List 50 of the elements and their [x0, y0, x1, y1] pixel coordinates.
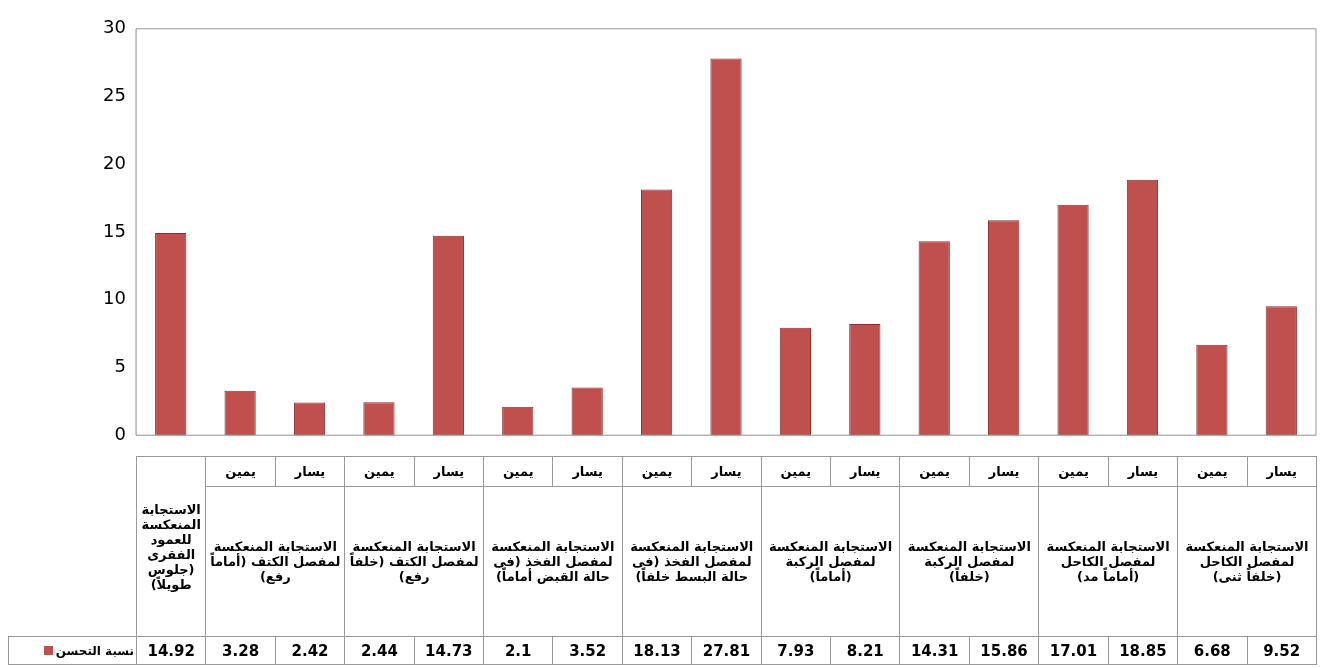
data-label: 3.52: [552, 636, 623, 665]
data-label: 14.92: [136, 636, 206, 665]
x-tick-label: يسار: [969, 456, 1039, 487]
x-tick-label: يسار: [414, 456, 484, 487]
x-tick-label: يمين: [344, 456, 415, 487]
legend-label: نسبة التحسن: [55, 643, 134, 658]
data-label: 9.52: [1247, 636, 1317, 665]
data-label: 2.1: [483, 636, 553, 665]
data-label: 18.13: [622, 636, 692, 665]
x-tick-label: يمين: [1038, 456, 1109, 487]
x-tick-label: يسار: [552, 456, 623, 487]
data-label: 8.21: [830, 636, 900, 665]
text: الاستجابة المنعكسة لمفصل الفخذ (فى حالة البسط خلفاً): [622, 486, 762, 637]
y-tick-label: 25: [103, 84, 126, 106]
text: الاستجابة المنعكسة لمفصل الكتف (أماماً رفع): [205, 486, 345, 637]
data-label: 7.93: [761, 636, 831, 665]
y-tick-label: 15: [103, 219, 126, 241]
data-label: 2.42: [275, 636, 345, 665]
data-label: 15.86: [969, 636, 1039, 665]
x-tick-label: يسار: [830, 456, 900, 487]
x-tick-label: يمين: [483, 456, 553, 487]
y-tick-label: 10: [103, 287, 126, 309]
y-tick-label: 30: [103, 16, 126, 38]
data-label: 18.85: [1108, 636, 1178, 665]
x-tick-label: يمين: [622, 456, 692, 487]
x-tick-label: يسار: [691, 456, 762, 487]
data-label: 14.31: [899, 636, 970, 665]
text: الاستجابة المنعكسة لمفصل الفخذ (فى حالة القبض أماماً): [483, 486, 623, 637]
y-tick-label: 0: [114, 422, 126, 444]
x-tick-label: يسار: [1247, 456, 1317, 487]
data-label: 27.81: [691, 636, 762, 665]
text: الاستجابة المنعكسة لمفصل الكاحل (خلفاً ثنى): [1177, 486, 1317, 637]
text: الاستجابة المنعكسة لمفصل الكتف (خلفاً رفع): [344, 486, 484, 637]
y-tick-label: 5: [114, 355, 126, 377]
data-label: 2.44: [344, 636, 415, 665]
text: الاستجابة المنعكسة لمفصل الركبة (أماماً): [761, 486, 900, 637]
text: الاستجابة المنعكسة لمفصل الركبة (خلفاً): [899, 486, 1039, 637]
x-tick-label: يسار: [275, 456, 345, 487]
text: الاستجابة المنعكسة للعمود الفقرى (جلوس طويلاً): [136, 456, 206, 637]
data-label: 6.68: [1177, 636, 1247, 665]
x-tick-label: يمين: [205, 456, 276, 487]
x-tick-label: يسار: [1108, 456, 1178, 487]
data-label: 17.01: [1038, 636, 1109, 665]
y-tick-label: 20: [103, 151, 126, 173]
x-tick-label: يمين: [899, 456, 970, 487]
data-label: 3.28: [205, 636, 276, 665]
x-tick-label: يمين: [761, 456, 831, 487]
x-tick-label: يمين: [1177, 456, 1247, 487]
text: الاستجابة المنعكسة لمفصل الكاحل (أماماً مد): [1038, 486, 1178, 637]
data-label: 14.73: [414, 636, 484, 665]
